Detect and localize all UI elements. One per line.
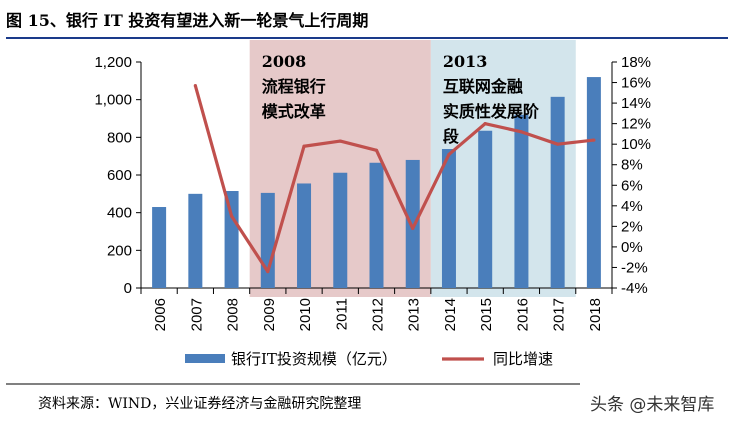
- bar-2006: [152, 207, 167, 288]
- y-left-tick-label: 0: [124, 280, 132, 297]
- growth-point-2016: [519, 130, 524, 134]
- annotation-year-2013: 2013: [443, 52, 488, 71]
- y-right-tick-label: 8%: [621, 157, 643, 174]
- growth-point-2017: [556, 142, 560, 146]
- bar-2015: [478, 130, 493, 288]
- x-tick-label: 2011: [333, 298, 350, 330]
- source-note: 资料来源：WIND，兴业证券经济与金融研究院整理: [38, 396, 361, 412]
- y-right-tick-label: 12%: [621, 116, 651, 133]
- bar-2013: [405, 159, 420, 288]
- x-tick-label: 2009: [261, 298, 278, 331]
- bar-2012: [369, 162, 384, 288]
- y-left-tick-label: 1,200: [94, 54, 132, 71]
- bar-2010: [297, 183, 312, 288]
- y-right-tick-label: -4%: [621, 280, 648, 297]
- legend-label-line: 同比增速: [493, 350, 553, 368]
- growth-point-2008: [229, 214, 234, 218]
- x-tick-label: 2006: [152, 298, 169, 331]
- annotation-text-line: 模式改革: [262, 102, 326, 121]
- growth-point-2009: [266, 269, 270, 274]
- bar-2008: [224, 191, 239, 288]
- annotation-text-line: 互联网金融: [443, 77, 523, 96]
- bar-2009: [260, 192, 275, 288]
- bar-2016: [514, 114, 529, 288]
- y-left-tick-label: 800: [107, 129, 132, 146]
- x-tick-label: 2017: [551, 298, 568, 331]
- growth-rate-line: [193, 85, 595, 274]
- growth-point-2014: [447, 152, 451, 157]
- figure-title: 图 15、银行 IT 投资有望进入新一轮景气上行周期: [6, 11, 368, 30]
- y-right-tick-label: 10%: [621, 136, 651, 153]
- y-right-tick-label: 16%: [621, 75, 651, 92]
- y-right-tick-label: -2%: [621, 259, 648, 276]
- y-right-tick-label: 0%: [621, 239, 643, 256]
- y-right-tick-label: 14%: [621, 95, 651, 112]
- x-tick-label: 2014: [442, 298, 459, 331]
- bar-2018: [586, 77, 601, 288]
- y-left-tick-label: 200: [107, 242, 132, 259]
- x-tick-label: 2010: [297, 298, 314, 331]
- y-right-tick-label: 4%: [621, 198, 643, 215]
- x-tick-label: 2015: [478, 298, 495, 331]
- bar-2007: [188, 193, 203, 288]
- growth-point-2011: [338, 139, 342, 143]
- y-left-tick-label: 400: [107, 205, 132, 222]
- y-left-tick-label: 600: [107, 167, 132, 184]
- annotation-text-line: 段: [443, 127, 460, 146]
- x-tick-label: 2018: [587, 298, 604, 331]
- watermark: 头条 @未来智库: [590, 395, 714, 415]
- annotation-year-2008: 2008: [262, 52, 307, 71]
- y-right-tick-label: 18%: [621, 54, 651, 71]
- growth-point-2007: [193, 84, 197, 88]
- x-tick-label: 2012: [370, 298, 387, 331]
- x-tick-label: 2007: [188, 298, 205, 331]
- growth-point-2010: [302, 144, 306, 148]
- x-tick-label: 2013: [406, 298, 423, 331]
- bar-2011: [333, 172, 348, 288]
- legend-label-bars: 银行IT投资规模（亿元）: [231, 350, 397, 368]
- growth-point-2018: [592, 138, 596, 142]
- y-right-tick-label: 6%: [621, 177, 643, 194]
- x-tick-label: 2008: [225, 298, 242, 331]
- growth-point-2013: [411, 226, 415, 231]
- bar-2014: [441, 149, 456, 288]
- growth-point-2012: [374, 148, 379, 152]
- x-tick-label: 2016: [514, 298, 531, 331]
- bar-2017: [550, 96, 565, 288]
- y-left-tick-label: 1,000: [94, 92, 132, 109]
- annotation-text-line: 实质性发展阶: [443, 102, 540, 121]
- annotation-text-line: 流程银行: [262, 77, 326, 96]
- growth-point-2015: [483, 122, 487, 126]
- legend-swatch-bars: [185, 354, 225, 363]
- y-right-tick-label: 2%: [621, 218, 643, 235]
